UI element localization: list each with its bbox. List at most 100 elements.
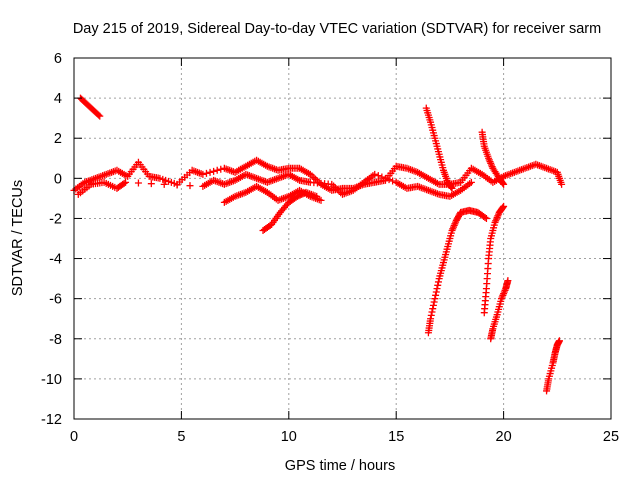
data-point: [432, 291, 440, 299]
y-tick-label: -2: [49, 211, 62, 227]
x-axis-label: GPS time / hours: [285, 458, 395, 474]
series-track-b: [74, 170, 475, 200]
data-point: [493, 213, 501, 221]
y-tick-label: -6: [49, 292, 62, 308]
data-point: [497, 295, 505, 303]
grid-lines: [74, 58, 611, 419]
data-point: [501, 286, 509, 294]
data-point: [317, 196, 325, 204]
data-point: [487, 161, 495, 169]
data-point: [371, 170, 379, 178]
data-point: [492, 217, 500, 225]
data-point: [491, 218, 499, 226]
data-point: [134, 179, 142, 187]
x-tick-label: 15: [388, 429, 404, 445]
x-tick-label: 0: [70, 429, 78, 445]
data-point: [431, 295, 439, 303]
data-point: [202, 169, 210, 177]
data-point: [427, 311, 435, 319]
data-point: [494, 212, 502, 220]
data-point: [500, 180, 508, 188]
x-tick-label: 25: [603, 429, 619, 445]
data-point: [213, 166, 221, 174]
y-tick-label: -4: [49, 252, 62, 268]
data-point: [482, 214, 490, 222]
data-point: [430, 298, 438, 306]
data-point: [428, 308, 436, 316]
x-tick-label: 10: [281, 429, 297, 445]
series-track-j: [487, 277, 512, 343]
y-tick-label: -8: [49, 332, 62, 348]
series-track-f: [422, 104, 456, 192]
y-tick-label: 2: [54, 131, 62, 147]
x-tick-label: 20: [496, 429, 512, 445]
data-marks: [70, 94, 566, 395]
data-point: [451, 220, 459, 228]
data-point: [500, 202, 508, 210]
data-point: [429, 301, 437, 309]
data-point: [389, 177, 397, 185]
series-track-h: [478, 128, 508, 188]
data-point: [313, 192, 321, 200]
data-point: [378, 173, 386, 181]
data-point: [95, 111, 103, 119]
data-point: [96, 112, 104, 120]
data-point: [481, 213, 489, 221]
series-track-e: [76, 94, 104, 120]
data-point: [467, 178, 475, 186]
series-track-i: [480, 202, 508, 317]
data-point: [492, 215, 500, 223]
data-point: [381, 174, 389, 182]
data-point: [500, 290, 508, 298]
data-point: [487, 159, 495, 167]
data-point: [450, 221, 458, 229]
chart-title: Day 215 of 2019, Sidereal Day-to-day VTE…: [73, 21, 601, 37]
data-point: [186, 182, 194, 190]
data-point: [452, 218, 460, 226]
data-point: [447, 183, 455, 191]
data-point: [122, 178, 130, 186]
data-point: [499, 291, 507, 299]
data-point: [500, 288, 508, 296]
data-point: [504, 277, 512, 285]
data-point: [120, 179, 128, 187]
data-point: [199, 170, 207, 178]
data-point: [427, 315, 435, 323]
data-point: [147, 180, 155, 188]
y-tick-label: 4: [54, 91, 62, 107]
data-point: [173, 181, 181, 189]
y-tick-label: -10: [41, 372, 62, 388]
x-tick-label: 5: [177, 429, 185, 445]
data-point: [499, 179, 507, 187]
data-point: [206, 168, 214, 176]
y-tick-label: 6: [54, 51, 62, 67]
data-point: [558, 180, 566, 188]
data-point: [485, 156, 493, 164]
data-point: [486, 158, 494, 166]
data-point: [448, 226, 456, 234]
data-point: [499, 203, 507, 211]
y-axis-label: SDTVAR / TECUs: [10, 180, 26, 296]
data-point: [485, 154, 493, 162]
data-point: [555, 337, 563, 345]
data-point: [498, 293, 506, 301]
y-tick-label: -12: [41, 412, 62, 428]
data-point: [333, 185, 341, 193]
data-point: [434, 281, 442, 289]
series-track-k: [543, 337, 563, 395]
data-point: [449, 225, 457, 233]
data-point: [449, 223, 457, 231]
data-point: [434, 278, 442, 286]
data-point: [374, 172, 382, 180]
y-tick-label: 0: [54, 171, 62, 187]
data-point: [210, 167, 218, 175]
data-point: [433, 285, 441, 293]
data-point: [429, 305, 437, 313]
data-point: [432, 288, 440, 296]
series-track-d: [259, 188, 321, 234]
plot-border: [73, 57, 612, 420]
series-track-g: [424, 206, 490, 337]
data-point: [448, 184, 456, 192]
